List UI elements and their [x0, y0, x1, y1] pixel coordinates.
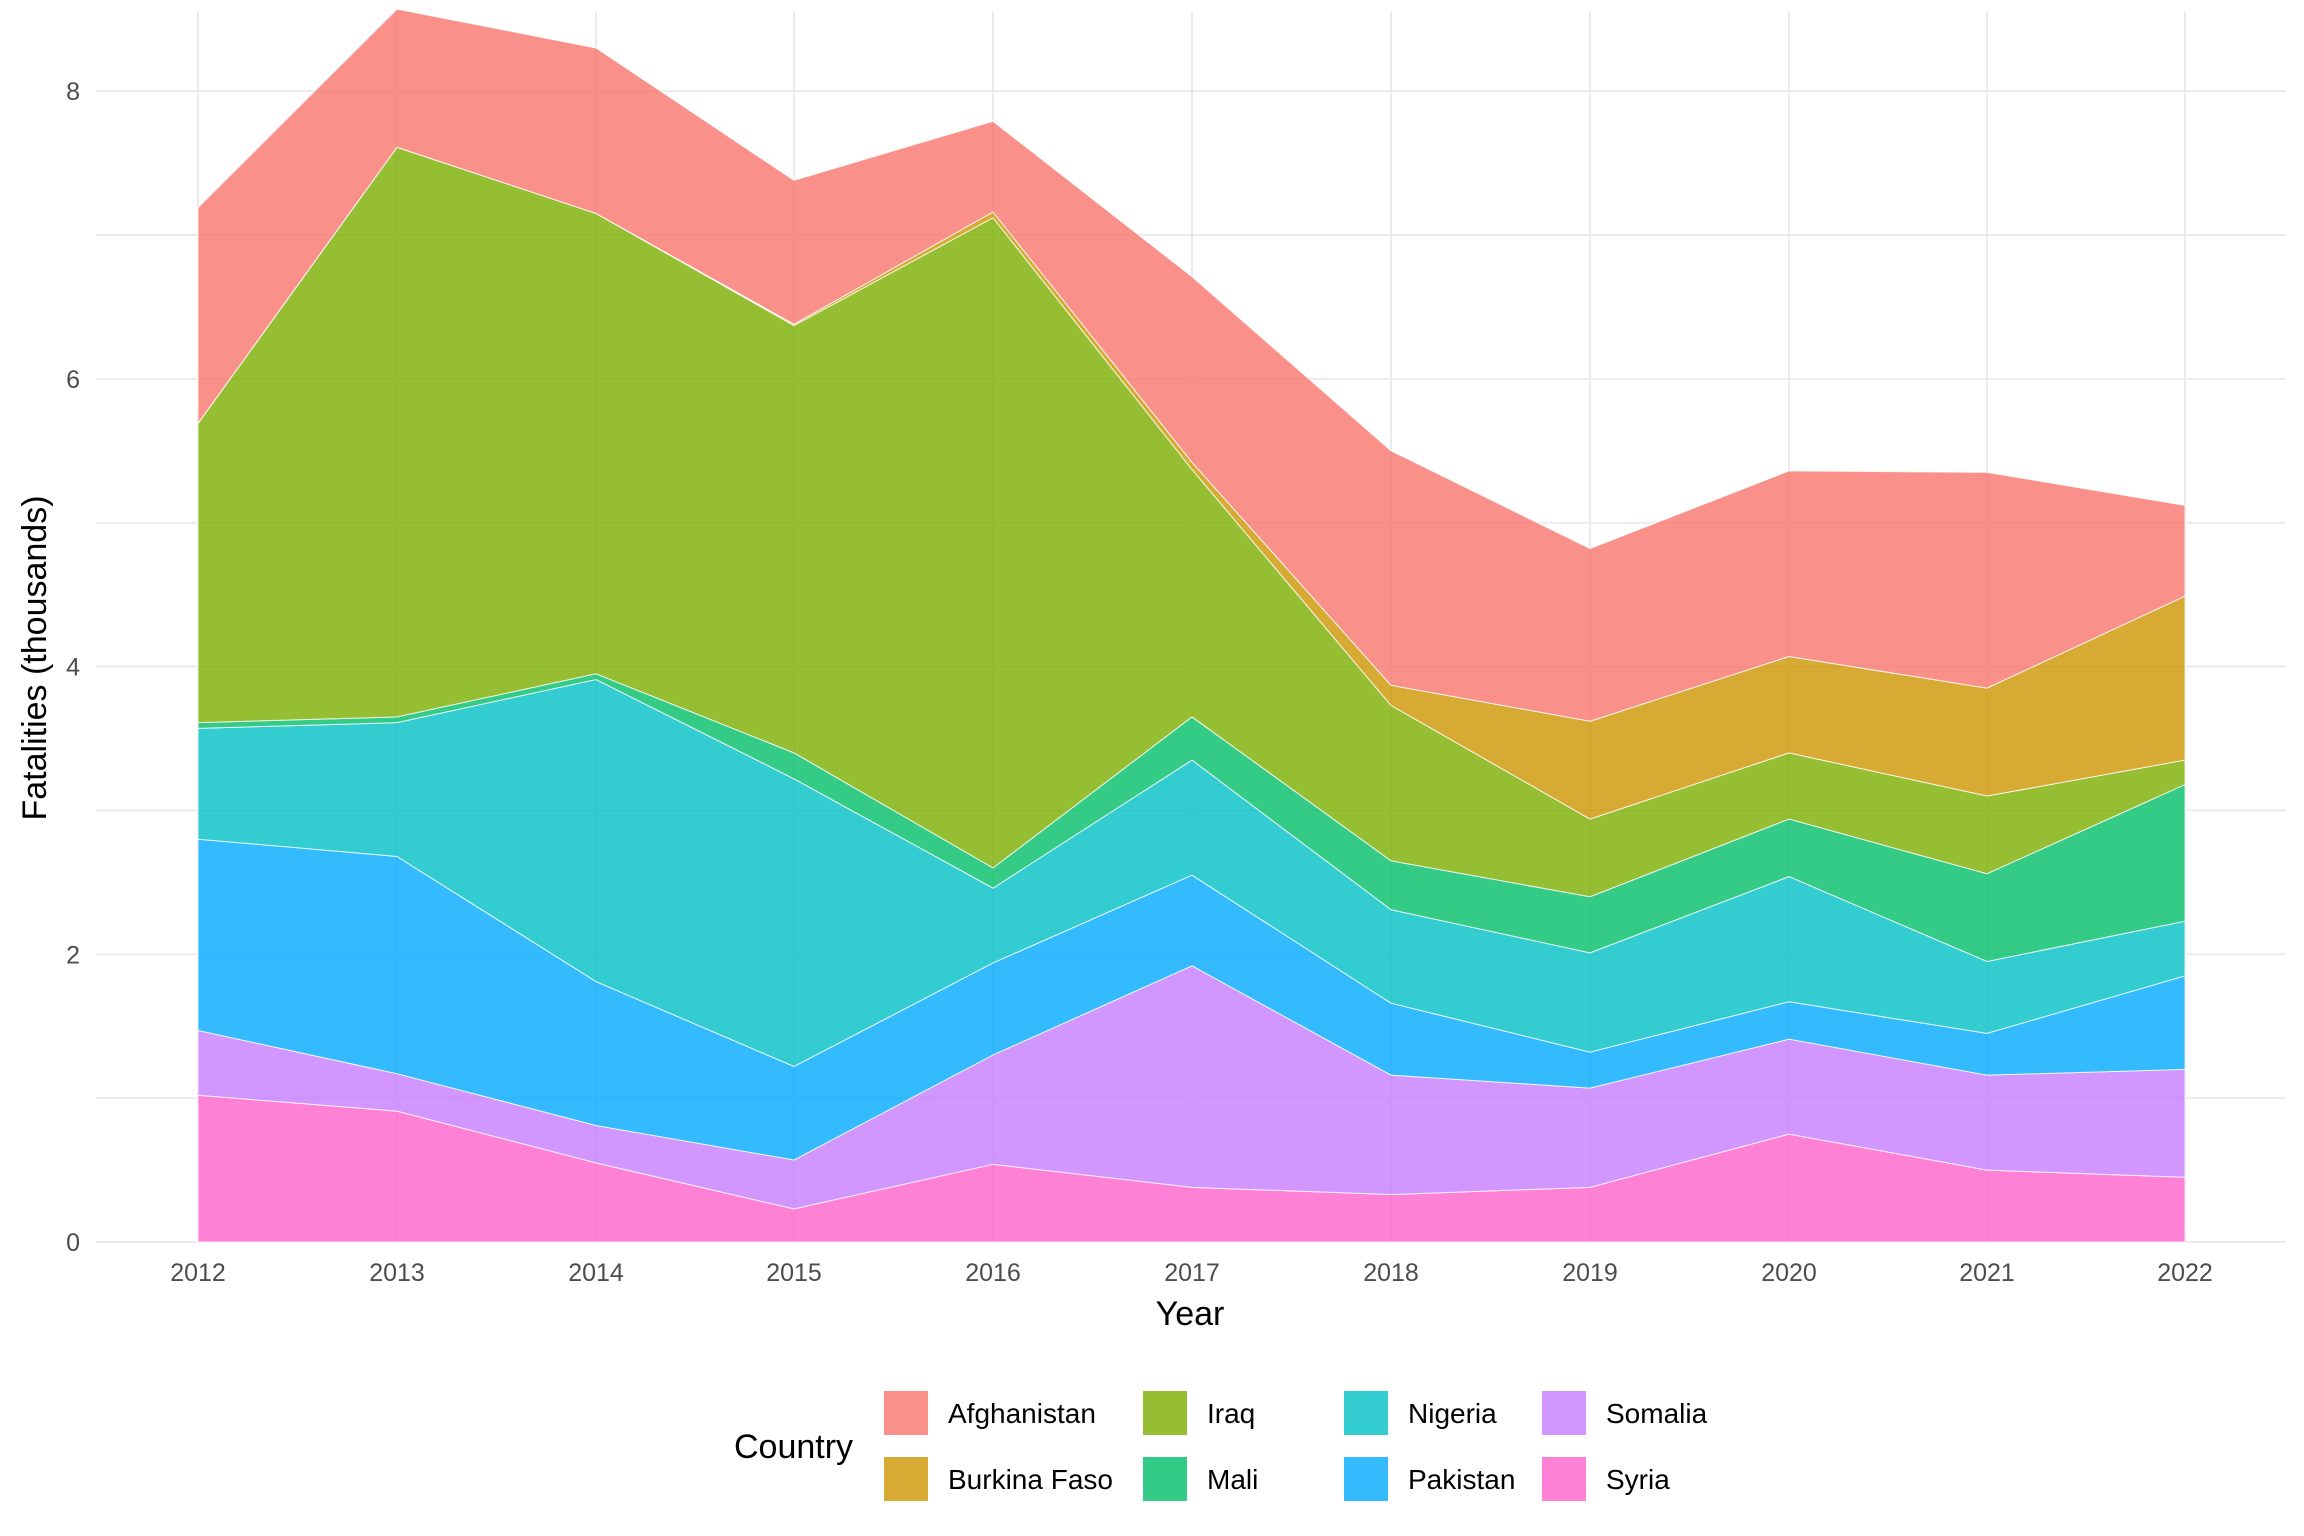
x-tick-label: 2020	[1761, 1259, 1817, 1287]
legend-title: Country	[734, 1428, 853, 1466]
legend-label-somalia: Somalia	[1606, 1398, 1708, 1429]
y-tick-label: 2	[66, 941, 80, 969]
x-tick-label: 2013	[369, 1259, 425, 1287]
legend-label-nigeria: Nigeria	[1408, 1398, 1497, 1429]
x-axis-ticks: 2012 2013 2014 2015 2016 2017 2018 2019 2020 2021…	[170, 1259, 2213, 1287]
legend-swatch-syria	[1542, 1457, 1586, 1501]
legend-swatch-mali	[1143, 1457, 1187, 1501]
x-tick-label: 2017	[1164, 1259, 1220, 1287]
legend-swatch-iraq	[1143, 1391, 1187, 1435]
legend-swatch-nigeria	[1344, 1391, 1388, 1435]
legend-label-burkina-faso: Burkina Faso	[948, 1464, 1113, 1495]
y-tick-label: 8	[66, 78, 80, 106]
area-afghanistan	[197, 8, 2186, 722]
x-tick-label: 2016	[965, 1259, 1021, 1287]
x-axis-title: Year	[1156, 1295, 1225, 1333]
x-tick-label: 2018	[1363, 1259, 1419, 1287]
x-tick-label: 2019	[1562, 1259, 1618, 1287]
legend-swatch-burkina-faso	[884, 1457, 928, 1501]
x-tick-label: 2022	[2157, 1259, 2213, 1287]
x-tick-label: 2014	[568, 1259, 624, 1287]
y-axis-ticks: 0 2 4 6 8	[66, 78, 80, 1257]
legend-swatch-somalia	[1542, 1391, 1586, 1435]
legend-swatch-pakistan	[1344, 1457, 1388, 1501]
y-tick-label: 4	[66, 654, 80, 682]
area-series	[197, 8, 2186, 1243]
legend: Country Afghanistan Iraq Nigeria Somalia Bur…	[734, 1391, 1708, 1501]
x-tick-label: 2021	[1959, 1259, 2015, 1287]
legend-label-iraq: Iraq	[1207, 1398, 1255, 1429]
legend-label-syria: Syria	[1606, 1464, 1670, 1495]
x-tick-label: 2012	[170, 1259, 226, 1287]
x-tick-label: 2015	[766, 1259, 822, 1287]
y-tick-label: 6	[66, 366, 80, 394]
y-axis-title: Fatalities (thousands)	[16, 495, 54, 820]
y-tick-label: 0	[66, 1229, 80, 1257]
legend-label-mali: Mali	[1207, 1464, 1258, 1495]
legend-label-afghanistan: Afghanistan	[948, 1398, 1096, 1429]
legend-label-pakistan: Pakistan	[1408, 1464, 1515, 1495]
legend-swatch-afghanistan	[884, 1391, 928, 1435]
